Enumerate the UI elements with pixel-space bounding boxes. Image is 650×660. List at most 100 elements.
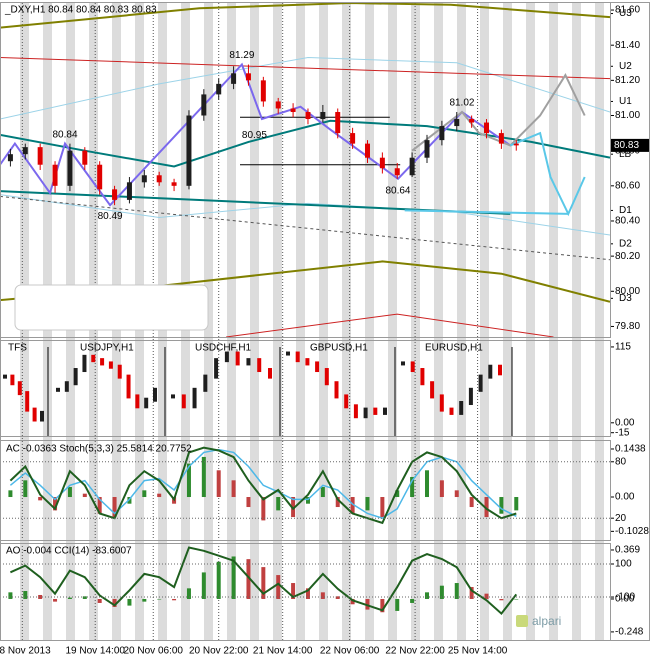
tfs-bar xyxy=(257,358,262,373)
tfs-bar xyxy=(153,387,157,402)
y-tick-label: 0.00 xyxy=(615,417,635,428)
x-tick-label: 22 Nov 22:00 xyxy=(385,646,445,657)
candle-body xyxy=(201,94,207,116)
histogram-bar xyxy=(410,476,415,498)
candle-body xyxy=(469,119,475,123)
tfs-bar xyxy=(373,407,378,415)
x-tick-label: 19 Nov 14:00 xyxy=(65,646,125,657)
tfs-bar xyxy=(73,368,78,386)
session-stripe xyxy=(526,3,535,640)
histogram-bar xyxy=(425,470,429,498)
histogram-bar xyxy=(216,561,221,599)
y-tick-label: 81.20 xyxy=(615,75,640,86)
histogram-bar xyxy=(23,591,28,599)
indicator-line xyxy=(0,57,610,80)
plot-area xyxy=(0,3,610,337)
logo: alpari xyxy=(532,614,561,628)
tfs-bar xyxy=(420,368,425,386)
tfs-bar xyxy=(10,374,15,386)
histogram-bar xyxy=(454,583,459,599)
level-label: U3 xyxy=(619,8,632,19)
x-tick-label: 22 Nov 06:00 xyxy=(320,646,380,657)
histogram-bar xyxy=(38,594,43,599)
level-label: D1 xyxy=(619,205,632,216)
session-stripe xyxy=(388,3,397,640)
tfs-bar xyxy=(246,358,251,366)
candle-body xyxy=(7,154,13,162)
session-stripe xyxy=(595,3,604,640)
candle-body xyxy=(305,111,311,120)
y-tick-label: -0.1028 xyxy=(615,526,649,537)
plot-area xyxy=(8,446,519,525)
tfs-bar xyxy=(459,401,464,415)
histogram-bar xyxy=(97,497,102,514)
level-label: D3 xyxy=(619,293,632,304)
indicator-line xyxy=(226,313,554,337)
candle-body xyxy=(364,143,370,158)
indicator-line xyxy=(0,3,610,29)
tfs-bar xyxy=(363,407,368,419)
price-annotation: 80.95 xyxy=(242,130,267,141)
histogram-bar xyxy=(380,598,385,613)
histogram-bar xyxy=(469,587,474,599)
tfs-bar xyxy=(192,387,197,409)
candle-body xyxy=(126,182,132,200)
tfs-bar xyxy=(439,394,444,412)
histogram-bar xyxy=(261,497,266,521)
session-stripe xyxy=(296,3,305,640)
tfs-title: TFS xyxy=(8,343,27,354)
histogram-bar xyxy=(38,497,43,501)
session-stripe xyxy=(365,3,374,640)
pair-label: GBPUSD,H1 xyxy=(310,343,368,354)
y-tick-label: 80.40 xyxy=(615,216,640,227)
histogram-bar xyxy=(291,583,296,599)
histogram-bar xyxy=(157,598,162,600)
y-tick-label: 81.40 xyxy=(615,40,640,51)
x-tick-label: 20 Nov 06:00 xyxy=(123,646,183,657)
histogram-bar xyxy=(499,497,504,514)
candle-body xyxy=(335,111,341,134)
candle-body xyxy=(424,140,430,158)
histogram-bar xyxy=(53,598,58,602)
tfs-bar xyxy=(108,361,113,369)
histogram-bar xyxy=(350,598,355,605)
histogram-bar xyxy=(23,480,28,498)
candle-body xyxy=(141,175,147,183)
candle-body xyxy=(231,73,237,84)
tfs-bar xyxy=(40,410,44,422)
histogram-bar xyxy=(201,456,206,498)
candle-body xyxy=(156,175,162,183)
last-price-label: 80.83 xyxy=(614,140,639,151)
histogram-bar xyxy=(320,486,325,498)
session-stripe xyxy=(227,3,236,640)
tfs-bar xyxy=(25,391,30,412)
candle-body xyxy=(186,115,192,186)
histogram-bar xyxy=(454,490,459,498)
y-tick-label: -15 xyxy=(615,427,630,438)
histogram-bar xyxy=(335,596,340,599)
candle-body xyxy=(350,133,356,144)
oscillator-line xyxy=(9,446,517,525)
candle-body xyxy=(216,83,222,95)
histogram-bar xyxy=(112,497,117,518)
indicator-line xyxy=(0,195,610,261)
tfs-bar xyxy=(488,364,493,379)
histogram-bar xyxy=(276,497,281,511)
pair-label: EURUSD,H1 xyxy=(425,343,483,354)
price-annotation: 80.64 xyxy=(385,185,410,196)
histogram-bar xyxy=(127,598,132,606)
tfs-bar xyxy=(235,351,240,366)
tfs-bar xyxy=(3,374,7,379)
session-stripe xyxy=(273,3,282,640)
tfs-bar xyxy=(295,351,300,363)
histogram-bar xyxy=(514,497,519,511)
tfs-bar xyxy=(430,381,435,399)
price-annotation: 81.29 xyxy=(229,50,254,61)
tfs-bar xyxy=(224,351,229,363)
indicator-line xyxy=(0,194,610,236)
y-tick-label: 100 xyxy=(615,559,632,570)
histogram-bar xyxy=(142,490,147,498)
tfs-bar xyxy=(478,374,483,392)
histogram-bar xyxy=(8,490,13,498)
